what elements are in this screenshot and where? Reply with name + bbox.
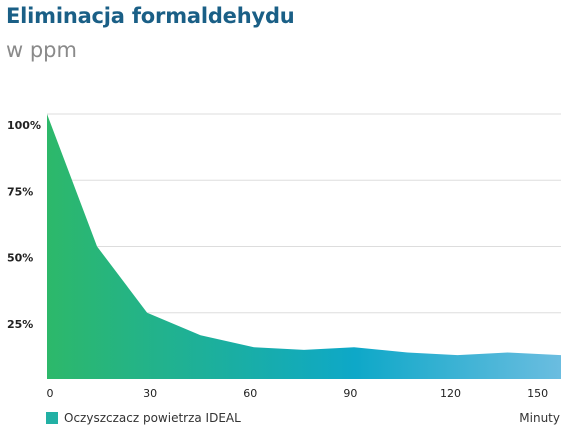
chart-subtitle: w ppm [6, 38, 77, 62]
x-tick-label: 120 [440, 387, 461, 400]
y-tick-label: 50% [7, 252, 33, 265]
chart-title: Eliminacja formaldehydu [6, 4, 295, 28]
x-tick-label: 30 [143, 387, 157, 400]
y-tick-label: 75% [7, 185, 33, 198]
x-tick-label: 90 [343, 387, 357, 400]
legend-swatch [46, 412, 58, 424]
x-tick-label: 0 [47, 387, 54, 400]
y-tick-label: 25% [7, 318, 33, 331]
x-axis-label: Minuty [519, 411, 560, 425]
legend: Oczyszczacz powietrza IDEAL [46, 411, 241, 425]
x-tick-label: 60 [243, 387, 257, 400]
legend-label: Oczyszczacz powietrza IDEAL [64, 411, 241, 425]
y-tick-label: 100% [7, 119, 41, 132]
series-area-0 [47, 114, 561, 379]
x-tick-label: 150 [527, 387, 548, 400]
